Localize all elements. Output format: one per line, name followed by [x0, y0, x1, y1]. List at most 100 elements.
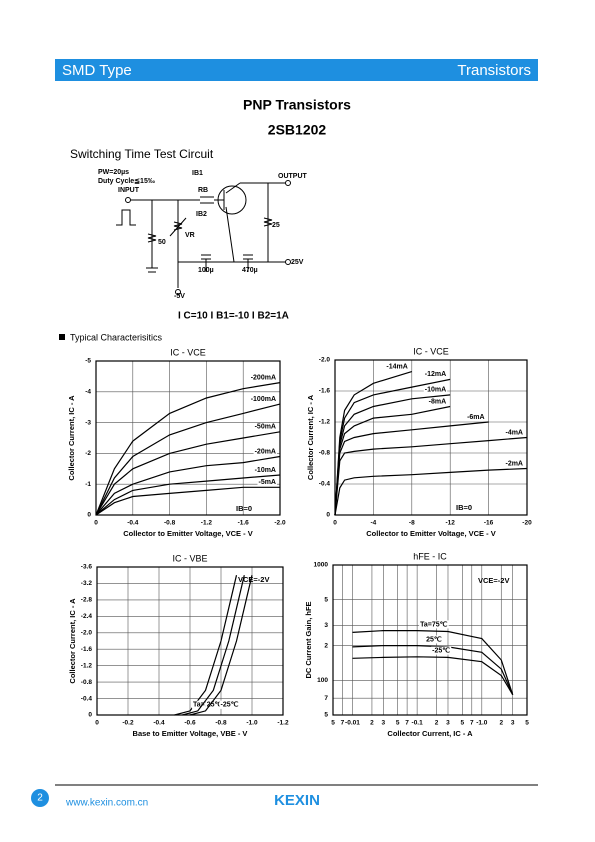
y-tick-label: 100 — [317, 677, 328, 684]
charts: 0 -0.4 -0.8 -1.2 -1.6 -2.0 0 -1 -2 -3 -4 -5 IC - VCE… — [67, 346, 532, 738]
chart-title: IC - VCE — [170, 347, 206, 357]
x-tick-label: -4 — [371, 520, 377, 527]
circuit-label: INPUT — [118, 187, 140, 194]
y-tick-label: -5 — [85, 358, 91, 365]
curve-label-bg — [425, 635, 443, 644]
section-title: Typical Characterisitics — [70, 332, 163, 342]
x-tick-label: 7 — [405, 720, 409, 727]
curve-label: 25℃ — [207, 701, 223, 709]
x-tick-label: -0.01 — [345, 720, 360, 727]
y-tick-label: 5 — [324, 712, 328, 719]
curve-label: -20mA — [255, 448, 276, 455]
circuit-label: 25V — [291, 259, 304, 266]
curve-label-bg — [504, 460, 524, 468]
curve-label: -100mA — [251, 396, 276, 403]
y-tick-label: -2.0 — [319, 357, 331, 364]
y-tick-label: -0.8 — [81, 679, 93, 686]
x-tick-label: 5 — [331, 720, 335, 727]
y-axis-label: Collector Current, IC - A — [306, 394, 315, 480]
plot-frame — [332, 564, 528, 716]
curve-label: 25℃ — [426, 635, 442, 643]
curve-label: -14mA — [386, 363, 407, 370]
curve — [174, 575, 238, 716]
circuit-label: 100µ — [198, 267, 214, 274]
x-axis-label: Base to Emitter Voltage, VBE - V — [133, 729, 248, 738]
y-tick-label: -2.0 — [81, 629, 93, 636]
x-tick-label: -20 — [522, 520, 532, 527]
x-tick-label: -0.6 — [184, 720, 196, 727]
curve-label-bg — [257, 479, 277, 487]
y-axis-label: DC Current Gain, hFE — [304, 601, 313, 678]
curve — [95, 474, 281, 516]
y-tick-label: -1.6 — [81, 646, 93, 653]
circuit-label: 50 — [158, 239, 166, 246]
y-tick-label: -2 — [85, 450, 91, 457]
y-tick-label: 1000 — [314, 562, 329, 569]
x-tick-label: 0 — [95, 720, 99, 727]
curve-label-bg — [385, 363, 409, 371]
x-tick-label: -1.0 — [246, 720, 258, 727]
x-tick-label: 3 — [511, 720, 515, 727]
part-number: 2SB1202 — [268, 122, 327, 138]
curve — [95, 403, 281, 516]
chart-title: IC - VCE — [413, 346, 449, 356]
curve — [352, 630, 514, 695]
curve-label: -4mA — [505, 429, 523, 436]
header-bar — [55, 59, 538, 81]
curve — [95, 486, 280, 516]
circuit-label: OUTPUT — [278, 173, 308, 180]
x-tick-label: 5 — [461, 720, 465, 727]
circuit-formula: I C=10 I B1=-10 I B2=1A — [178, 311, 289, 322]
curve-label-bg — [423, 386, 448, 394]
chart: 0 -4 -8 -12 -16 -20 0 -0.4 -0.8 -1.2 -1.6 -2.0 IC - … — [306, 346, 532, 538]
curve — [334, 405, 451, 516]
y-tick-label: -3.2 — [81, 580, 93, 587]
curve — [334, 421, 489, 516]
x-tick-label: 0 — [94, 520, 98, 527]
curve-label-bg — [419, 620, 449, 629]
x-tick-label: -0.1 — [412, 720, 424, 727]
x-tick-label: 5 — [525, 720, 529, 727]
x-tick-label: 2 — [435, 720, 439, 727]
curve-label-bg — [249, 395, 277, 403]
y-axis-label: Collector Current, IC - A — [67, 395, 76, 481]
chart: 0 -0.4 -0.8 -1.2 -1.6 -2.0 0 -1 -2 -3 -4 -5 IC - VCE… — [67, 347, 286, 538]
x-tick-label: -0.8 — [215, 720, 227, 727]
curve-label-bg — [423, 371, 448, 379]
curve-label-bg — [427, 398, 448, 406]
annotation: IB=0 — [236, 504, 252, 513]
circuit-label: IB2 — [196, 211, 207, 218]
circuit-caption: Switching Time Test Circuit — [70, 147, 214, 161]
chart-title: hFE - IC — [413, 551, 447, 561]
curve — [334, 378, 451, 516]
curve-label: -200mA — [251, 374, 276, 381]
curve-label: -10mA — [425, 387, 446, 394]
circuit-label: 470µ — [242, 267, 258, 274]
title: PNP Transistors — [243, 97, 351, 113]
circuit-label: 25 — [272, 222, 280, 229]
x-tick-label: -0.4 — [153, 720, 165, 727]
x-tick-label: 2 — [370, 720, 374, 727]
x-tick-label: -16 — [484, 520, 494, 527]
chart: 5 7 -0.01 2 3 5 7 -0.1 2 3 5 7 -1.0 2 3 5100053210075hF… — [304, 551, 529, 738]
curve-label: -50mA — [255, 424, 276, 431]
curve — [95, 455, 281, 516]
curve-label-bg — [205, 700, 224, 709]
curve-label: -8mA — [429, 398, 447, 405]
curve-label: -25℃ — [432, 647, 450, 655]
x-tick-label: -1.0 — [476, 720, 488, 727]
x-tick-label: -0.4 — [127, 520, 139, 527]
x-tick-label: -8 — [409, 520, 415, 527]
y-tick-label: -1.2 — [81, 662, 93, 669]
curve — [95, 382, 281, 516]
curve — [189, 575, 253, 716]
y-tick-label: 3 — [324, 622, 328, 629]
plot-frame — [95, 360, 281, 516]
x-tick-label: -0.8 — [164, 520, 176, 527]
circuit-label: IB1 — [192, 170, 203, 177]
x-tick-label: -1.2 — [277, 720, 289, 727]
curve — [352, 656, 514, 696]
curve-label-bg — [504, 429, 524, 437]
circuit — [116, 180, 291, 295]
chart: 0 -0.2 -0.4 -0.6 -0.8 -1.0 -1.2 0 -0.4 -0.8 -1.2 -1… — [68, 553, 289, 738]
